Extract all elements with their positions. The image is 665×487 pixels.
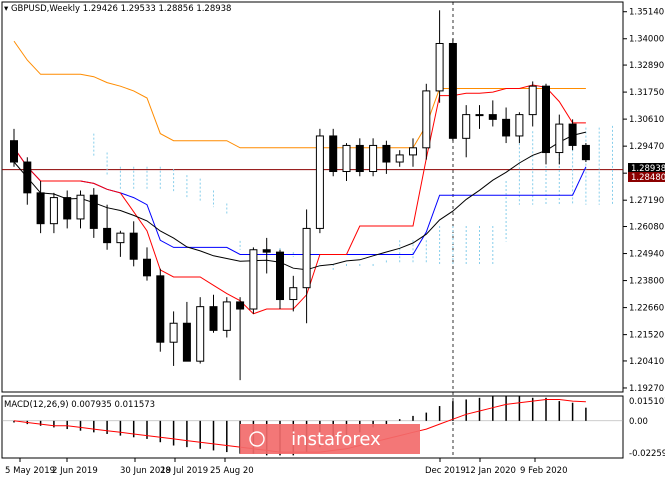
y-tick-label: 1.35140 — [629, 8, 664, 18]
tenkan-sen-line — [13, 84, 586, 315]
candle-body — [475, 114, 484, 117]
x-tick-label: 9 Feb 2020 — [520, 466, 568, 476]
candle-body — [156, 275, 165, 343]
x-tick-label: 25 Aug 20 — [210, 466, 254, 476]
y-tick-label: 1.23800 — [629, 277, 664, 287]
indicator-lines — [13, 40, 587, 315]
axes: 1.35140 1.34000 1.32890 1.31750 1.30610 1.294… — [5, 8, 665, 476]
x-tick-label: 2 Jun 2019 — [52, 466, 98, 476]
x-tick-label: 5 May 2019 — [5, 466, 55, 476]
candle-body — [76, 194, 85, 220]
candle-body — [581, 144, 590, 161]
chart-background — [1, 1, 624, 459]
macd-label: MACD(12,26,9) 0.007935 0.011573 — [4, 400, 155, 410]
candle-body — [369, 144, 378, 173]
y-tick-label: 1.31750 — [629, 88, 664, 98]
candle-body — [222, 301, 231, 331]
y-tick-label: 1.32890 — [629, 61, 664, 71]
candle-body — [395, 154, 404, 163]
y-tick-label: 1.20410 — [629, 357, 664, 367]
candle-body — [10, 140, 18, 163]
candle-body — [435, 42, 444, 92]
x-tick-label: 12 Jan 2020 — [465, 466, 516, 476]
current-price-label: 1.28938 — [631, 164, 665, 174]
macd-tick-label: -0.022595 — [629, 449, 665, 459]
macd-tick-label: 0.00 — [629, 417, 648, 427]
x-tick-label: Dec 2019 — [425, 466, 466, 476]
candle-body — [49, 197, 58, 225]
symbol-arrow-icon: ▾ — [4, 4, 11, 14]
y-tick-label: 1.29470 — [629, 142, 664, 152]
y-tick-label: 1.30610 — [629, 115, 664, 125]
candle-body — [342, 144, 351, 173]
candle-body — [488, 114, 497, 120]
candle-body — [249, 249, 258, 310]
senkou-span-b-line — [13, 40, 586, 149]
y-tick-label: 1.22660 — [629, 304, 664, 314]
candle-body — [169, 322, 178, 343]
hline-price-tag — [628, 172, 665, 182]
candle-body — [236, 301, 245, 310]
symbol-header: ▾ GBPUSD,Weekly 1.29426 1.29533 1.28856 … — [4, 4, 231, 14]
candle-body — [129, 232, 138, 260]
moving-average-line — [13, 131, 587, 271]
candle-body — [555, 123, 564, 154]
candle-body — [329, 135, 338, 173]
candle-body — [515, 114, 524, 137]
y-tick-label: 1.26080 — [629, 223, 664, 233]
x-tick-label: 28 Jul 2019 — [160, 466, 208, 476]
y-tick-label: 1.27190 — [629, 196, 664, 206]
candle-body — [502, 118, 511, 137]
candle-body — [209, 306, 218, 331]
candle-body — [36, 192, 45, 225]
watermark-text: instaforex — [291, 429, 381, 450]
candle-body — [143, 258, 151, 277]
y-tick-label: 1.34000 — [629, 35, 664, 45]
y-tick-label: 1.19270 — [629, 384, 664, 394]
candle-body — [196, 306, 205, 362]
candle-body — [89, 194, 98, 229]
candle-body — [276, 251, 284, 301]
candle-body — [382, 144, 391, 163]
candlesticks — [10, 10, 590, 381]
candle-body — [409, 147, 417, 156]
candle-body — [182, 322, 191, 362]
y-tick-label: 1.24940 — [629, 250, 664, 260]
macd-tick-label: 0.015107 — [629, 397, 665, 407]
candle-body — [262, 249, 271, 253]
x-tick-label: 30 Jun 2019 — [120, 466, 171, 476]
current-price-tag — [628, 163, 665, 173]
candle-body — [528, 85, 537, 116]
y-tick-label: 1.21520 — [629, 331, 664, 341]
candle-body — [542, 85, 550, 154]
candle-body — [568, 123, 577, 146]
candle-body — [422, 90, 431, 149]
hline-price-label: 1.28480 — [631, 173, 665, 183]
candle-body — [448, 42, 457, 139]
watermark-logo-icon — [249, 431, 265, 447]
candle-body — [289, 287, 298, 301]
candle-body — [23, 161, 32, 194]
candle-body — [462, 114, 471, 139]
candle-body — [103, 227, 112, 244]
candle-body — [116, 232, 125, 244]
candle-body — [63, 197, 72, 220]
candle-body — [302, 227, 311, 289]
candle-body — [355, 144, 364, 173]
candle-body — [315, 135, 324, 229]
watermark: instaforex — [240, 424, 420, 454]
